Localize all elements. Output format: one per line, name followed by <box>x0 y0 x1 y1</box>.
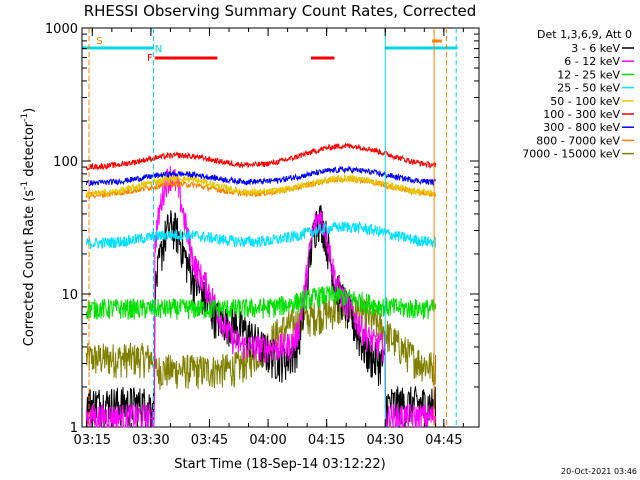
chart-title: RHESSI Observing Summary Count Rates, Co… <box>84 2 477 20</box>
flag-label: F <box>147 53 153 64</box>
legend-entry: 3 - 6 keV <box>571 42 620 55</box>
series-trace <box>85 285 437 320</box>
x-tick-label: 04:00 <box>249 433 286 448</box>
x-tick-label: 04:30 <box>367 433 404 448</box>
y-label-part1: Corrected Count Rate (s <box>22 190 37 347</box>
legend-entry: 12 - 25 keV <box>557 68 620 81</box>
y-tick-label: 100 <box>53 155 78 170</box>
legend-entry: 7000 - 15000 keV <box>522 148 620 161</box>
x-tick-label: 04:45 <box>425 433 462 448</box>
series-trace <box>85 165 437 187</box>
y-label-sup2: -1 <box>20 113 30 122</box>
legend-entry: 6 - 12 keV <box>564 55 620 68</box>
series-trace <box>85 173 437 198</box>
y-label-part3: ) <box>22 108 37 113</box>
flag-label: N <box>155 44 162 55</box>
y-tick-label: 10 <box>61 288 78 303</box>
legend-entry: 300 - 800 keV <box>543 121 620 134</box>
count-rate-series <box>85 142 437 428</box>
y-axis: 1 10 100 1000 <box>45 22 479 436</box>
flag-label: S <box>96 36 102 47</box>
series-trace <box>85 165 437 428</box>
flag-bars: S NF <box>82 36 458 64</box>
x-axis-label: Start Time (18-Sep-14 03:12:22) <box>174 457 385 472</box>
plot-area <box>81 27 480 428</box>
series-trace <box>85 220 437 250</box>
x-tick-label: 03:30 <box>132 433 169 448</box>
y-label-part2: detector <box>22 121 37 181</box>
legend-header: Det 1,3,6,9, Att 0 <box>537 28 632 41</box>
y-axis-label: Corrected Count Rate (s-1 detector-1) <box>20 108 37 346</box>
footer-timestamp: 20-Oct-2021 03:46 <box>561 467 637 476</box>
legend-entry: 50 - 100 keV <box>550 95 620 108</box>
y-label-sup1: -1 <box>20 181 30 190</box>
legend-entry: 25 - 50 keV <box>557 82 620 95</box>
x-tick-label: 03:15 <box>74 433 111 448</box>
y-tick-label: 1000 <box>45 22 78 37</box>
y-tick-label: 1 <box>70 421 78 436</box>
x-axis: 03:15 03:30 03:45 04:00 04:15 04:30 04:45 <box>74 28 464 448</box>
mode-lines <box>88 28 457 427</box>
x-tick-label: 04:15 <box>308 433 345 448</box>
series-trace <box>85 142 437 171</box>
x-tick-label: 03:45 <box>191 433 228 448</box>
legend-entry: 800 - 7000 keV <box>536 134 620 147</box>
legend-entry: 100 - 300 keV <box>543 108 620 121</box>
